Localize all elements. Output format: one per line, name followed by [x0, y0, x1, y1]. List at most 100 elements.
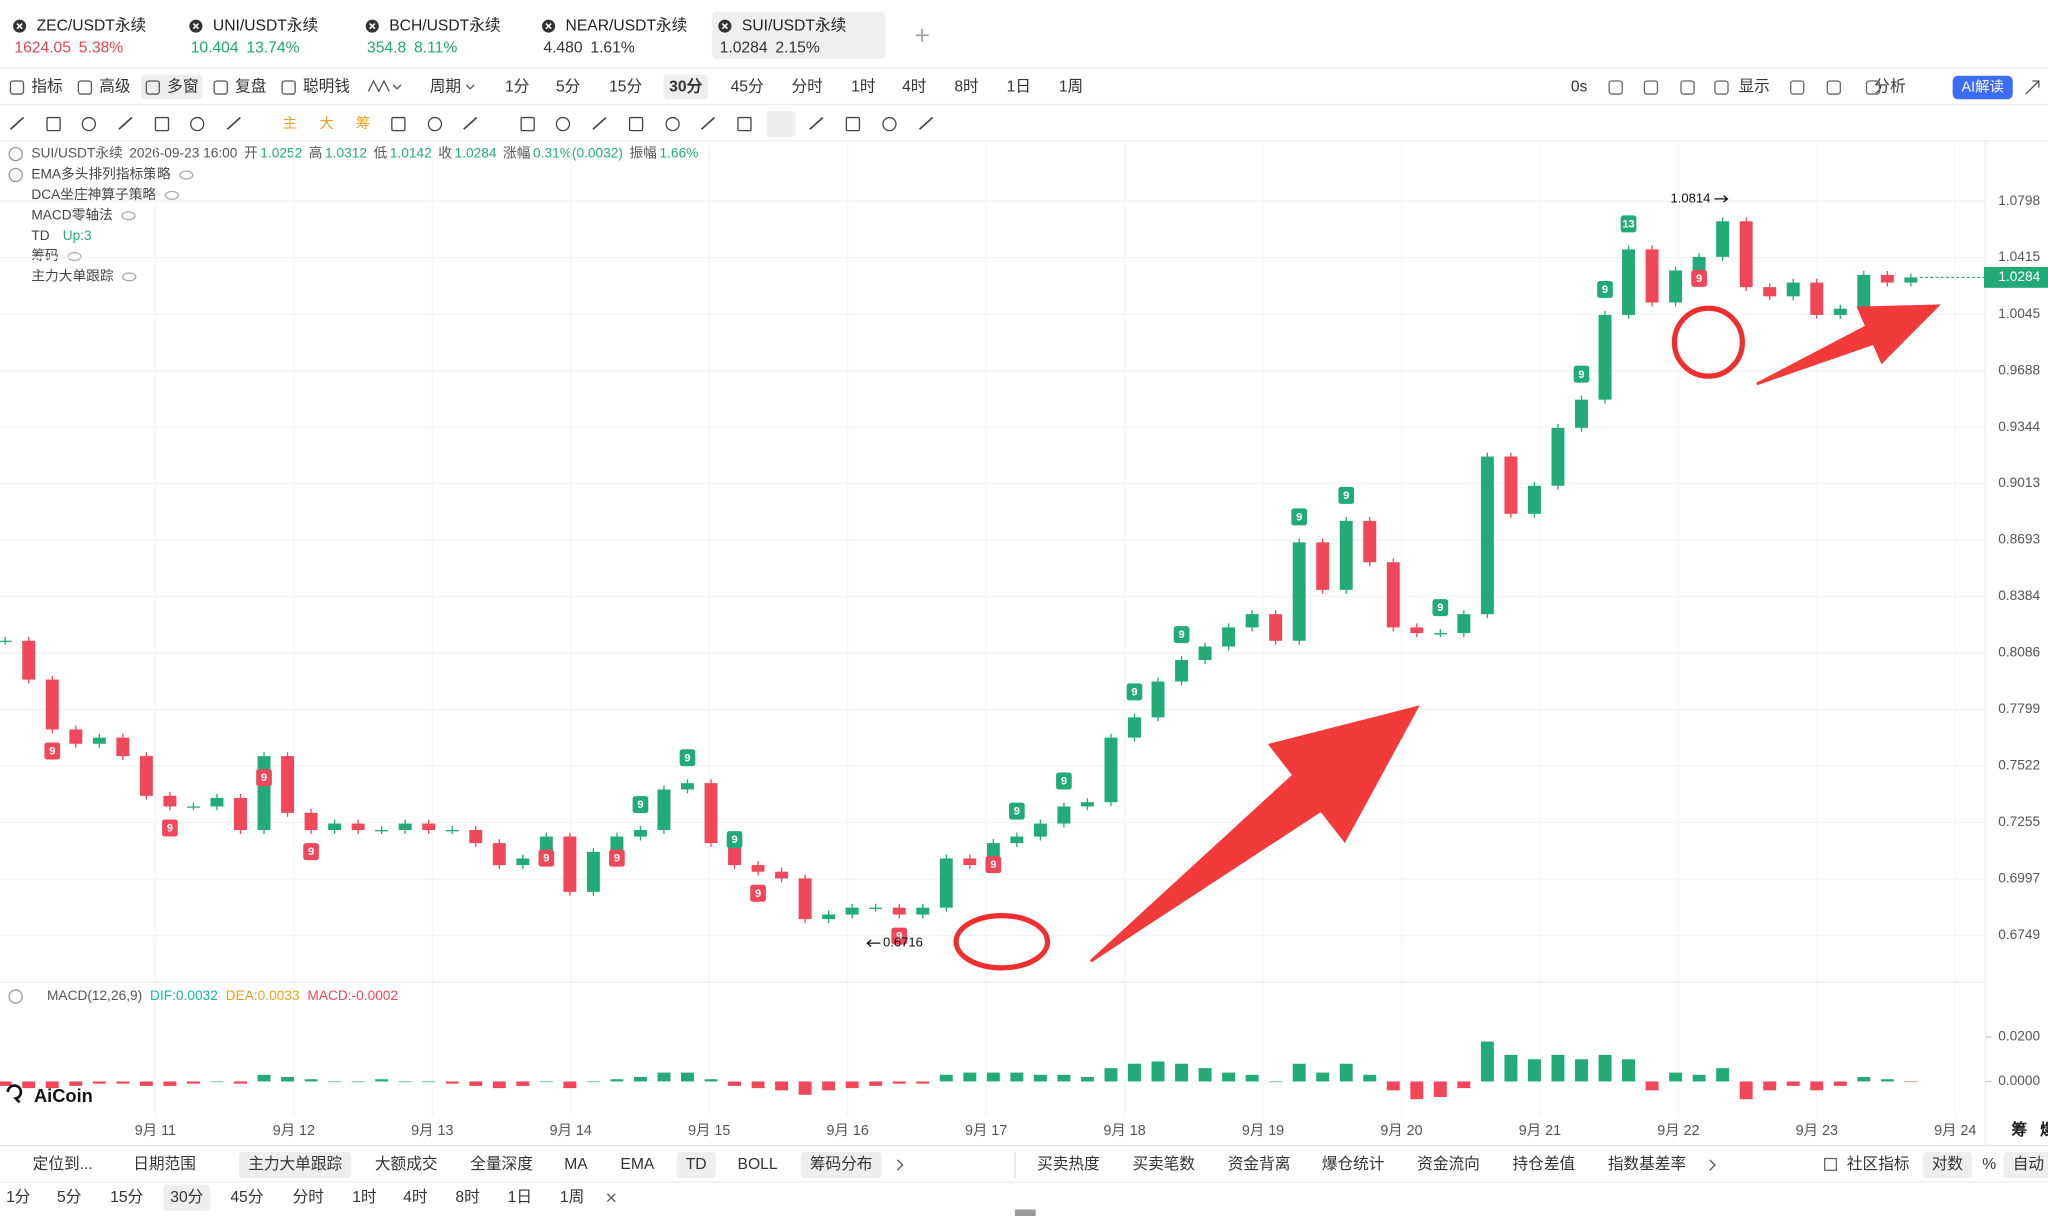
period-button[interactable]: 1时 — [851, 78, 876, 96]
indicator-name[interactable]: 筹码 — [31, 247, 58, 263]
side-label[interactable]: 爆 — [2040, 1120, 2048, 1139]
period-button[interactable]: 15分 — [609, 78, 642, 96]
period-button[interactable]: 5分 — [57, 1188, 82, 1206]
period-button[interactable]: 分时 — [293, 1188, 325, 1206]
toolbar-right[interactable]: 分析 — [1874, 78, 1905, 96]
collapse-icon[interactable] — [2025, 80, 2040, 95]
toolbar-icon[interactable] — [1790, 80, 1805, 95]
bottom-tab[interactable]: BOLL — [738, 1156, 778, 1173]
chart-type-icon[interactable] — [367, 79, 390, 93]
indicator-shortcut[interactable]: 主 — [283, 115, 297, 132]
bottom-tab[interactable]: 全量深度 — [470, 1155, 533, 1173]
community-icon[interactable] — [1823, 1157, 1838, 1171]
bottom-tab[interactable]: % — [1982, 1156, 1996, 1173]
draw-tool[interactable] — [46, 116, 61, 132]
indicator-name[interactable]: DCA坐庄神算子策略 — [31, 186, 156, 202]
tab-symbol[interactable]: UNI/USDT永续 — [213, 16, 318, 34]
draw-tool[interactable] — [592, 116, 607, 130]
period-button[interactable]: 1周 — [1059, 79, 1083, 96]
period-button[interactable]: 8时 — [954, 78, 979, 96]
draw-tool[interactable] — [918, 116, 934, 130]
bottom-tab[interactable]: 大额成交 — [375, 1155, 438, 1173]
visibility-icon[interactable] — [164, 190, 180, 200]
draw-tool[interactable] — [882, 116, 897, 132]
tool-button[interactable]: 指标 — [31, 78, 62, 96]
toolbar-icon[interactable] — [1714, 80, 1729, 95]
visibility-icon[interactable] — [179, 170, 194, 180]
bottom-tab[interactable]: 买卖热度 — [1037, 1155, 1100, 1173]
draw-tool[interactable] — [9, 116, 25, 130]
tab-symbol[interactable]: NEAR/USDT永续 — [566, 16, 688, 34]
period-button[interactable]: 8时 — [455, 1188, 480, 1206]
bottom-tab[interactable]: 社区指标 — [1847, 1155, 1910, 1173]
period-menu[interactable]: 周期 — [430, 78, 461, 96]
indicator-name[interactable]: MACD零轴法 — [31, 207, 112, 222]
period-button[interactable]: 1日 — [1007, 79, 1031, 96]
period-button[interactable]: 1分 — [505, 78, 530, 96]
period-button[interactable]: 1时 — [352, 1188, 377, 1206]
period-button[interactable]: 45分 — [731, 78, 764, 96]
toolbar-icon[interactable] — [1608, 80, 1623, 95]
tab-symbol[interactable]: BCH/USDT永续 — [389, 16, 500, 34]
more-chevron[interactable] — [1709, 1159, 1716, 1171]
bottom-tab[interactable]: EMA — [620, 1156, 654, 1173]
bottom-tab[interactable]: 资金流向 — [1417, 1155, 1480, 1173]
tool-button[interactable]: 高级 — [99, 78, 131, 96]
toolbar-icon[interactable] — [1826, 80, 1841, 95]
scroll-handle[interactable] — [1014, 1209, 1036, 1216]
bottom-tab[interactable]: 资金背离 — [1228, 1155, 1291, 1173]
visibility-icon[interactable] — [122, 272, 137, 282]
bottom-tab[interactable]: 爆仓统计 — [1322, 1154, 1385, 1173]
bottom-tab[interactable]: 持仓差值 — [1513, 1155, 1576, 1173]
draw-tool[interactable] — [700, 116, 716, 130]
tab-symbol[interactable]: ZEC/USDT永续 — [37, 16, 147, 34]
draw-tool[interactable] — [226, 116, 241, 130]
bottom-tab[interactable]: 自动 — [2013, 1155, 2044, 1173]
toolbar-right[interactable]: 0s — [1571, 79, 1588, 96]
period-button[interactable]: 30分 — [669, 78, 702, 96]
indicator-name[interactable]: EMA多头排列指标策略 — [31, 166, 171, 182]
collapse-icon[interactable] — [8, 989, 23, 1004]
draw-tool[interactable] — [154, 116, 170, 132]
bottom-tab[interactable]: 买卖笔数 — [1132, 1155, 1195, 1173]
period-button[interactable]: 15分 — [110, 1188, 143, 1206]
bottom-tab[interactable]: 定位到... — [33, 1155, 93, 1173]
ai-button[interactable] — [1952, 75, 2013, 100]
bottom-tab[interactable]: 主力大单跟踪 — [248, 1155, 342, 1173]
toolbar-icon[interactable] — [1680, 80, 1695, 95]
draw-tool[interactable] — [628, 116, 644, 132]
period-button[interactable]: 1日 — [508, 1189, 532, 1206]
indicator-shortcut[interactable]: 大 — [319, 115, 333, 132]
indicator-name[interactable]: 主力大单跟踪 — [31, 269, 114, 284]
period-button[interactable]: 4时 — [403, 1188, 428, 1206]
visibility-icon[interactable] — [121, 211, 136, 221]
visibility-icon[interactable] — [67, 251, 82, 262]
draw-tool[interactable] — [845, 116, 861, 132]
tool-button[interactable]: 聪明钱 — [303, 78, 350, 96]
toolbar-icon[interactable] — [1643, 80, 1659, 95]
period-button[interactable]: 45分 — [230, 1188, 263, 1206]
indicator-name[interactable]: TD — [31, 228, 49, 243]
draw-tool[interactable] — [427, 116, 443, 132]
period-button[interactable]: 30分 — [170, 1188, 203, 1206]
draw-tool[interactable] — [391, 116, 406, 132]
draw-tool[interactable] — [463, 116, 478, 130]
draw-tool[interactable] — [665, 116, 680, 132]
bottom-tab[interactable]: 筹码分布 — [810, 1155, 873, 1173]
collapse-icon[interactable] — [8, 167, 23, 183]
period-button[interactable]: 1分 — [6, 1188, 31, 1206]
tool-button[interactable]: 多窗 — [167, 78, 198, 96]
tab-symbol[interactable]: SUI/USDT永续 — [742, 16, 846, 34]
draw-tool[interactable] — [520, 116, 535, 132]
side-label[interactable]: 筹 — [2011, 1120, 2027, 1139]
indicator-shortcut[interactable]: 筹 — [356, 115, 370, 132]
period-button[interactable]: 5分 — [556, 78, 581, 96]
tool-button[interactable]: 复盘 — [235, 77, 266, 96]
draw-tool[interactable] — [809, 116, 824, 130]
bottom-tab[interactable]: 日期范围 — [133, 1155, 196, 1173]
draw-tool[interactable] — [555, 116, 571, 132]
period-button[interactable]: 1周 — [560, 1189, 584, 1206]
bottom-tab[interactable]: 指数基差率 — [1608, 1155, 1686, 1173]
collapse-icon[interactable] — [8, 146, 23, 162]
draw-tool[interactable] — [737, 116, 752, 132]
